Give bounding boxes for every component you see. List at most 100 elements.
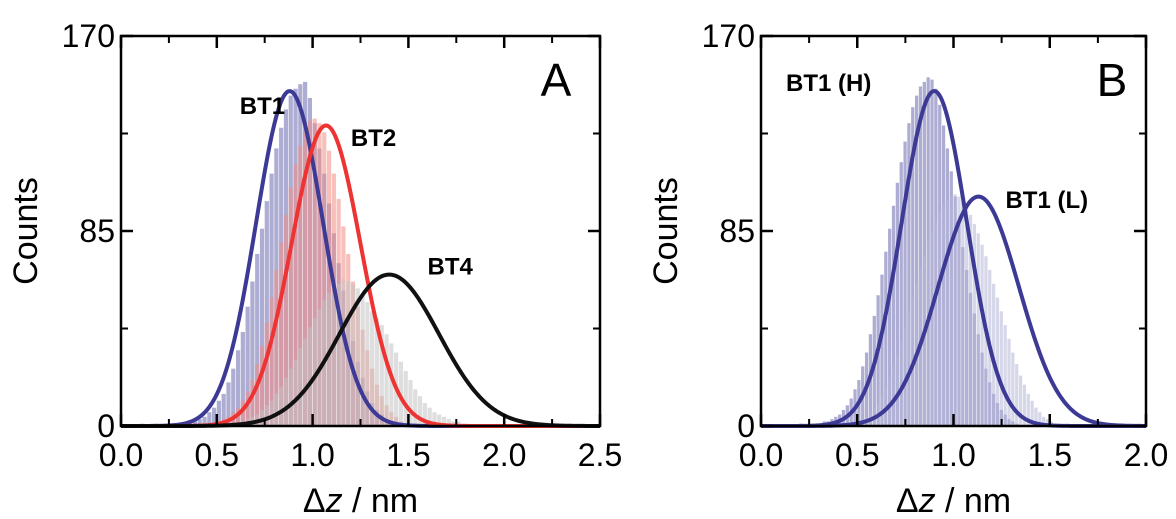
histogram-bar — [283, 377, 289, 426]
x-tick-label: 0.0 — [739, 437, 783, 473]
histogram-bar — [283, 214, 289, 426]
histogram-bar — [984, 256, 988, 426]
histogram-bar — [269, 400, 274, 426]
histogram-bar — [317, 123, 322, 427]
histogram-bar — [941, 205, 946, 426]
histogram-bar — [1034, 407, 1038, 426]
histogram-bar — [903, 141, 907, 426]
histogram-bar — [197, 419, 202, 426]
histogram-bar — [274, 270, 279, 426]
histogram-bar — [1045, 419, 1050, 426]
histogram-bar — [899, 341, 903, 426]
x-tick-label: 1.0 — [290, 437, 334, 473]
x-tick-label: 1.5 — [386, 437, 430, 473]
histogram-bar — [288, 368, 293, 426]
histogram-bar — [293, 164, 298, 426]
histogram-bar — [303, 338, 308, 426]
histogram-bar — [240, 331, 245, 426]
histogram-bar — [274, 393, 279, 426]
histogram-bar — [895, 354, 899, 426]
histogram-bar — [288, 187, 293, 426]
y-tick-label: 85 — [719, 213, 755, 249]
histogram-bar — [968, 214, 973, 426]
histogram-bar — [259, 345, 265, 426]
x-tick-label: 2.0 — [1124, 437, 1168, 473]
histogram-bar — [945, 201, 950, 426]
histogram-bar — [876, 295, 880, 426]
histogram-bar — [250, 281, 255, 426]
histogram-bar — [192, 421, 198, 426]
histogram-bar — [427, 407, 432, 426]
histogram-bar — [903, 327, 907, 426]
histogram-bar — [312, 118, 317, 426]
histogram-bar — [891, 205, 896, 426]
histogram-bar — [456, 421, 461, 426]
histogram-bar — [355, 288, 360, 426]
histogram-bar — [976, 233, 980, 426]
histogram-bar — [212, 407, 217, 426]
y-tick-label: 85 — [79, 213, 115, 249]
histogram-bar — [999, 311, 1003, 426]
histogram-bar — [1022, 384, 1027, 426]
series-label-a-0: BT1 — [240, 93, 285, 120]
histogram-bar — [202, 416, 207, 426]
histogram-bar — [279, 387, 284, 426]
x-axis-label: Δz / nm — [896, 482, 1011, 519]
series-label-a-1: BT2 — [351, 125, 396, 152]
y-tick-label: 0 — [737, 408, 755, 444]
panel-b-chart: 0.0 0.5 1.0 1.5 2.0 0 85 170 Δz / nm Counts B BT1 (… — [647, 18, 1168, 519]
histogram-bar — [884, 251, 888, 426]
histogram-bar — [930, 231, 934, 426]
histogram-bar — [298, 146, 303, 426]
histogram-bar — [389, 343, 394, 426]
histogram-bar — [1030, 400, 1034, 426]
histogram-bar — [326, 150, 332, 426]
histogram-bar — [221, 393, 226, 426]
x-tick-label: 0.5 — [195, 437, 239, 473]
histogram-bar — [374, 318, 380, 426]
histogram-bar — [1042, 416, 1046, 426]
x-tick-label: 1.5 — [1028, 437, 1072, 473]
histogram-bar — [255, 253, 260, 426]
histogram-bar — [384, 334, 389, 426]
histogram-bar — [279, 242, 284, 426]
histogram-bar — [953, 194, 957, 426]
y-tick-label: 0 — [97, 408, 115, 444]
histogram-bar — [307, 327, 312, 426]
histogram-bar — [891, 366, 896, 426]
histogram-bar — [1011, 352, 1015, 426]
histogram-bar — [938, 212, 942, 426]
histogram-bar — [207, 412, 212, 426]
histogram-bar — [888, 228, 892, 426]
panel-label: A — [541, 54, 572, 106]
histogram-bar — [245, 391, 250, 426]
histogram-bar — [255, 364, 260, 426]
histogram-bar — [895, 182, 899, 426]
histogram-bar — [240, 400, 245, 426]
histogram-bar — [1003, 325, 1007, 426]
histogram-bar — [413, 389, 418, 426]
histogram-bar — [926, 242, 930, 426]
histogram-bar — [216, 400, 221, 426]
histogram-bar — [370, 311, 375, 426]
histogram-bar — [336, 283, 341, 426]
y-tick-label: 170 — [702, 18, 755, 54]
histogram-bar — [1015, 364, 1019, 426]
histogram-bar — [911, 107, 915, 427]
histogram-bar — [322, 132, 327, 426]
histogram-bar — [379, 325, 384, 426]
histogram-bar — [269, 297, 274, 426]
histogram-bar — [880, 274, 884, 426]
histogram-bar — [326, 292, 332, 426]
histogram-bar — [235, 350, 241, 426]
histogram-bar — [312, 318, 317, 426]
histogram-bar — [446, 419, 451, 426]
histogram-bar — [872, 315, 876, 426]
x-tick-label: 2.0 — [482, 437, 526, 473]
histogram-bar — [264, 322, 269, 426]
panel-label: B — [1097, 54, 1128, 106]
histogram-bar — [331, 286, 336, 426]
histogram-bar — [245, 306, 250, 426]
histogram-bar — [403, 370, 408, 426]
histogram-bar — [899, 162, 903, 426]
